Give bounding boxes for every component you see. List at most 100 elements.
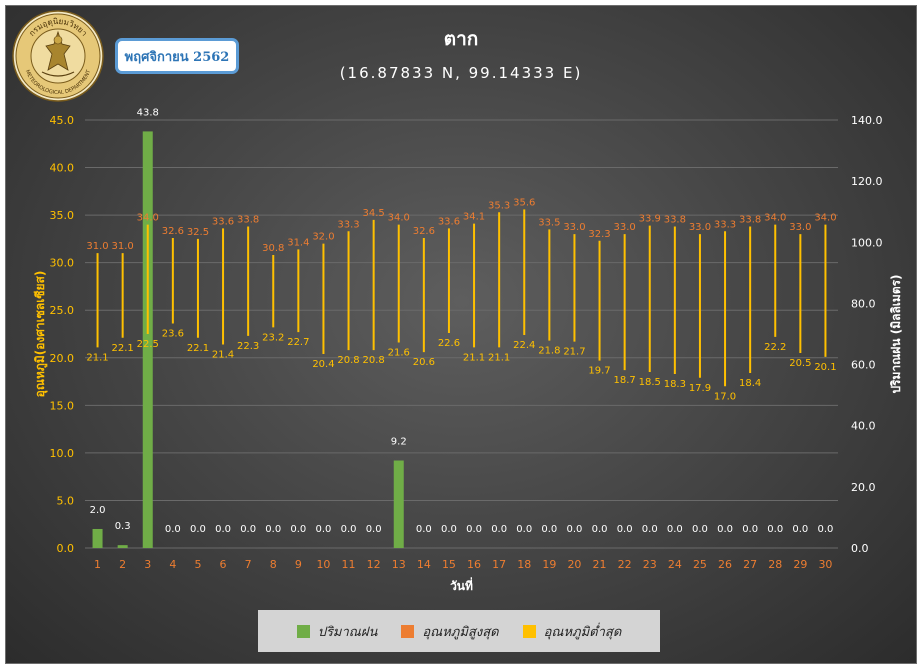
min-temp-label: 23.2 — [262, 332, 284, 343]
rain-data-label: 0.0 — [692, 524, 708, 535]
y-right-tick-label: 140.0 — [851, 114, 883, 127]
min-temp-label: 18.4 — [739, 378, 761, 389]
max-temp-label: 34.1 — [463, 212, 485, 223]
y-left-axis-title: อุณหภูมิ(องศาเซลเซียส) — [33, 271, 48, 398]
rain-data-label: 0.0 — [416, 524, 432, 535]
rain-bar — [117, 545, 128, 548]
rain-data-label: 0.0 — [667, 524, 683, 535]
month-badge: พฤศจิกายน 2562 — [115, 38, 239, 74]
y-left-tick-label: 30.0 — [50, 257, 75, 270]
legend-label-min-temp: อุณหภูมิต่ำสุด — [543, 624, 622, 640]
legend-label-max-temp: อุณหภูมิสูงสุด — [422, 624, 499, 640]
max-temp-label: 33.8 — [664, 215, 686, 226]
min-temp-label: 23.6 — [162, 329, 184, 340]
meteorological-department-logo: กรมอุตุนิยมวิทยา METEOROLOGICAL DEPARTME… — [12, 10, 104, 102]
rain-bar — [393, 460, 404, 548]
min-temp-label: 20.8 — [363, 355, 385, 366]
max-temp-label: 34.0 — [764, 213, 786, 224]
rain-data-label: 0.0 — [441, 524, 457, 535]
max-temp-label: 33.3 — [714, 219, 736, 230]
y-right-tick-label: 120.0 — [851, 175, 883, 188]
x-tick-label: 29 — [793, 558, 807, 571]
legend-swatch-rain — [296, 624, 310, 638]
max-temp-label: 32.3 — [588, 229, 610, 240]
y-right-tick-label: 20.0 — [851, 481, 876, 494]
max-temp-label: 32.6 — [162, 226, 184, 237]
max-temp-label: 31.4 — [287, 237, 309, 248]
min-temp-label: 21.6 — [388, 348, 410, 359]
chart-subtitle: (16.87833 N, 99.14333 E) — [339, 64, 583, 82]
x-tick-label: 6 — [220, 558, 227, 571]
min-temp-label: 20.4 — [312, 359, 334, 370]
x-tick-label: 3 — [144, 558, 151, 571]
legend-swatch-max-temp — [401, 624, 415, 638]
max-temp-label: 33.6 — [438, 216, 460, 227]
x-tick-label: 10 — [316, 558, 330, 571]
min-temp-label: 22.2 — [764, 342, 786, 353]
y-left-tick-label: 15.0 — [50, 399, 75, 412]
rain-data-label: 0.0 — [566, 524, 582, 535]
x-tick-label: 23 — [643, 558, 657, 571]
rain-data-label: 0.0 — [541, 524, 557, 535]
min-temp-label: 22.7 — [287, 337, 309, 348]
x-tick-label: 19 — [542, 558, 556, 571]
rain-data-label: 0.0 — [817, 524, 833, 535]
rain-data-label: 0.0 — [516, 524, 532, 535]
rain-data-label: 0.0 — [265, 524, 281, 535]
min-temp-label: 22.3 — [237, 341, 259, 352]
min-temp-label: 20.5 — [789, 358, 811, 369]
min-temp-label: 21.1 — [488, 352, 510, 363]
min-temp-label: 22.1 — [187, 343, 209, 354]
y-right-tick-label: 60.0 — [851, 359, 876, 372]
y-left-tick-label: 0.0 — [57, 542, 75, 555]
x-tick-label: 16 — [467, 558, 481, 571]
max-temp-label: 33.0 — [689, 222, 711, 233]
rain-data-label: 9.2 — [391, 436, 407, 447]
x-tick-label: 12 — [367, 558, 381, 571]
min-temp-label: 21.4 — [212, 349, 234, 360]
min-temp-label: 18.3 — [664, 379, 686, 390]
max-temp-label: 35.3 — [488, 200, 510, 211]
min-temp-label: 18.5 — [639, 377, 661, 388]
y-left-tick-label: 25.0 — [50, 304, 75, 317]
x-tick-label: 25 — [693, 558, 707, 571]
max-temp-label: 34.5 — [363, 208, 385, 219]
legend-item-rain: ปริมาณฝน — [296, 621, 377, 642]
y-right-axis-title: ปริมาณฝน (มิลลิเมตร) — [889, 274, 903, 393]
max-temp-label: 31.0 — [112, 241, 134, 252]
legend: ปริมาณฝน อุณหภูมิสูงสุด อุณหภูมิต่ำสุด — [258, 610, 660, 652]
rain-bar — [92, 528, 103, 548]
rain-data-label: 0.0 — [642, 524, 658, 535]
rain-data-label: 0.0 — [366, 524, 382, 535]
rain-data-label: 0.0 — [315, 524, 331, 535]
min-temp-label: 22.6 — [438, 338, 460, 349]
x-tick-label: 20 — [567, 558, 581, 571]
max-temp-label: 35.6 — [513, 197, 535, 208]
x-tick-label: 11 — [342, 558, 356, 571]
max-temp-label: 33.5 — [538, 217, 560, 228]
x-tick-label: 26 — [718, 558, 732, 571]
x-tick-label: 8 — [270, 558, 277, 571]
rain-data-label: 2.0 — [90, 505, 106, 516]
x-tick-label: 4 — [169, 558, 176, 571]
legend-swatch-min-temp — [522, 624, 536, 638]
rain-data-label: 0.0 — [742, 524, 758, 535]
min-temp-label: 21.1 — [86, 352, 108, 363]
min-temp-label: 22.4 — [513, 340, 535, 351]
min-temp-label: 22.5 — [137, 339, 159, 350]
min-temp-label: 18.7 — [614, 375, 636, 386]
max-temp-label: 34.0 — [388, 213, 410, 224]
rain-data-label: 0.0 — [617, 524, 633, 535]
rain-data-label: 0.0 — [240, 524, 256, 535]
x-tick-label: 24 — [668, 558, 682, 571]
max-temp-label: 33.6 — [212, 216, 234, 227]
rain-data-label: 0.0 — [792, 524, 808, 535]
x-tick-label: 13 — [392, 558, 406, 571]
rain-data-label: 0.0 — [215, 524, 231, 535]
x-tick-label: 14 — [417, 558, 431, 571]
y-right-tick-label: 80.0 — [851, 297, 876, 310]
y-left-tick-label: 20.0 — [50, 352, 75, 365]
y-right-tick-label: 0.0 — [851, 542, 869, 555]
x-tick-label: 2 — [119, 558, 126, 571]
